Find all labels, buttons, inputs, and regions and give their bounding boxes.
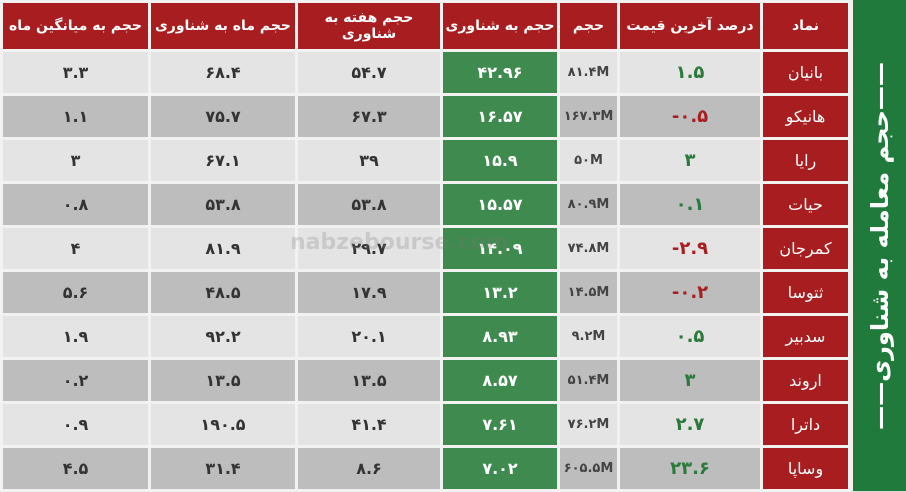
cell-month-to-float: ۱۳.۵	[148, 357, 298, 404]
cell-week-to-float: ۳۹	[295, 137, 443, 184]
cell-symbol: کمرجان	[760, 225, 851, 272]
header-volume: حجم	[557, 0, 620, 52]
cell-volume-to-float: ۱۴.۰۹	[440, 225, 560, 272]
table-row: ۱.۱ ۷۵.۷ ۶۷.۳ ۱۶.۵۷ ۱۶۷.۳M -۰.۵ هانیکو	[0, 93, 851, 140]
cell-volume-to-month-avg: ۱.۹	[0, 313, 151, 360]
cell-volume-to-float: ۷.۶۱	[440, 401, 560, 448]
cell-last-price-percent: ۰.۵	[617, 313, 763, 360]
watermark: nabzebourse.com	[290, 230, 509, 255]
cell-volume-to-month-avg: ۳	[0, 137, 151, 184]
cell-week-to-float: ۵۴.۷	[295, 49, 443, 96]
cell-last-price-percent: -۲.۹	[617, 225, 763, 272]
cell-volume-to-month-avg: ۱.۱	[0, 93, 151, 140]
cell-symbol: ثتوسا	[760, 269, 851, 316]
cell-week-to-float: ۱۷.۹	[295, 269, 443, 316]
cell-last-price-percent: -۰.۲	[617, 269, 763, 316]
cell-week-to-float: ۶۷.۳	[295, 93, 443, 140]
cell-week-to-float: ۴۱.۴	[295, 401, 443, 448]
table-row: ۳ ۶۷.۱ ۳۹ ۱۵.۹ ۵۰M ۳ رایا	[0, 137, 851, 184]
table-row: ۵.۶ ۴۸.۵ ۱۷.۹ ۱۳.۲ ۱۴.۵M -۰.۲ ثتوسا	[0, 269, 851, 316]
cell-symbol: وساپا	[760, 445, 851, 492]
cell-volume: ۱۴.۵M	[557, 269, 620, 316]
title-banner: ——حجم معامله به شناوری——	[850, 0, 906, 491]
float-volume-table: حجم به میانگین ماه حجم ماه به شناوری حجم…	[0, 0, 851, 492]
cell-month-to-float: ۱۹۰.۵	[148, 401, 298, 448]
table-row: ۱.۹ ۹۲.۲ ۲۰.۱ ۸.۹۳ ۹.۲M ۰.۵ سدبیر	[0, 313, 851, 360]
cell-volume: ۷۶.۲M	[557, 401, 620, 448]
cell-week-to-float: ۲۰.۱	[295, 313, 443, 360]
cell-volume-to-float: ۴۲.۹۶	[440, 49, 560, 96]
cell-month-to-float: ۴۸.۵	[148, 269, 298, 316]
cell-month-to-float: ۹۲.۲	[148, 313, 298, 360]
cell-last-price-percent: ۰.۱	[617, 181, 763, 228]
cell-volume: ۷۴.۸M	[557, 225, 620, 272]
cell-volume-to-float: ۷.۰۲	[440, 445, 560, 492]
cell-symbol: داترا	[760, 401, 851, 448]
table-row: ۰.۲ ۱۳.۵ ۱۳.۵ ۸.۵۷ ۵۱.۴M ۳ اروند	[0, 357, 851, 404]
cell-volume-to-float: ۱۵.۵۷	[440, 181, 560, 228]
cell-month-to-float: ۸۱.۹	[148, 225, 298, 272]
header-last-price-percent: درصد آخرین قیمت	[617, 0, 763, 52]
header-month-to-float: حجم ماه به شناوری	[148, 0, 298, 52]
cell-volume-to-month-avg: ۳.۳	[0, 49, 151, 96]
cell-month-to-float: ۶۷.۱	[148, 137, 298, 184]
cell-week-to-float: ۵۳.۸	[295, 181, 443, 228]
cell-volume: ۸۱.۴M	[557, 49, 620, 96]
table-row: ۳.۳ ۶۸.۴ ۵۴.۷ ۴۲.۹۶ ۸۱.۴M ۱.۵ بانیان	[0, 49, 851, 96]
cell-volume-to-float: ۱۳.۲	[440, 269, 560, 316]
cell-volume-to-month-avg: ۰.۸	[0, 181, 151, 228]
cell-volume-to-float: ۱۶.۵۷	[440, 93, 560, 140]
cell-symbol: سدبیر	[760, 313, 851, 360]
cell-week-to-float: ۲۹.۷	[295, 225, 443, 272]
cell-volume: ۸۰.۹M	[557, 181, 620, 228]
cell-month-to-float: ۵۳.۸	[148, 181, 298, 228]
cell-last-price-percent: ۲۳.۶	[617, 445, 763, 492]
header-symbol: نماد	[760, 0, 851, 52]
cell-week-to-float: ۸.۶	[295, 445, 443, 492]
cell-volume-to-float: ۱۵.۹	[440, 137, 560, 184]
cell-month-to-float: ۷۵.۷	[148, 93, 298, 140]
header-week-to-float: حجم هفته به شناوری	[295, 0, 443, 52]
cell-last-price-percent: ۲.۷	[617, 401, 763, 448]
title: ——حجم معامله به شناوری——	[865, 61, 894, 430]
table-row: ۰.۸ ۵۳.۸ ۵۳.۸ ۱۵.۵۷ ۸۰.۹M ۰.۱ حیات	[0, 181, 851, 228]
cell-volume-to-month-avg: ۰.۹	[0, 401, 151, 448]
cell-month-to-float: ۶۸.۴	[148, 49, 298, 96]
header-row: حجم به میانگین ماه حجم ماه به شناوری حجم…	[0, 0, 851, 52]
cell-last-price-percent: ۳	[617, 137, 763, 184]
cell-volume: ۵۰M	[557, 137, 620, 184]
cell-volume: ۹.۲M	[557, 313, 620, 360]
cell-volume-to-month-avg: ۰.۲	[0, 357, 151, 404]
cell-symbol: هانیکو	[760, 93, 851, 140]
cell-volume: ۱۶۷.۳M	[557, 93, 620, 140]
cell-week-to-float: ۱۳.۵	[295, 357, 443, 404]
cell-last-price-percent: -۰.۵	[617, 93, 763, 140]
header-volume-to-month-avg: حجم به میانگین ماه	[0, 0, 151, 52]
cell-volume-to-month-avg: ۴.۵	[0, 445, 151, 492]
cell-month-to-float: ۳۱.۴	[148, 445, 298, 492]
cell-volume-to-month-avg: ۵.۶	[0, 269, 151, 316]
cell-volume-to-month-avg: ۴	[0, 225, 151, 272]
table-row: ۰.۹ ۱۹۰.۵ ۴۱.۴ ۷.۶۱ ۷۶.۲M ۲.۷ داترا	[0, 401, 851, 448]
cell-last-price-percent: ۳	[617, 357, 763, 404]
table-row: ۴.۵ ۳۱.۴ ۸.۶ ۷.۰۲ ۶۰۵.۵M ۲۳.۶ وساپا	[0, 445, 851, 492]
cell-symbol: رایا	[760, 137, 851, 184]
cell-volume-to-float: ۸.۵۷	[440, 357, 560, 404]
cell-symbol: حیات	[760, 181, 851, 228]
cell-volume: ۵۱.۴M	[557, 357, 620, 404]
cell-volume: ۶۰۵.۵M	[557, 445, 620, 492]
table-row: ۴ ۸۱.۹ ۲۹.۷ ۱۴.۰۹ ۷۴.۸M -۲.۹ کمرجان	[0, 225, 851, 272]
cell-volume-to-float: ۸.۹۳	[440, 313, 560, 360]
cell-last-price-percent: ۱.۵	[617, 49, 763, 96]
cell-symbol: بانیان	[760, 49, 851, 96]
cell-symbol: اروند	[760, 357, 851, 404]
header-volume-to-float: حجم به شناوری	[440, 0, 560, 52]
